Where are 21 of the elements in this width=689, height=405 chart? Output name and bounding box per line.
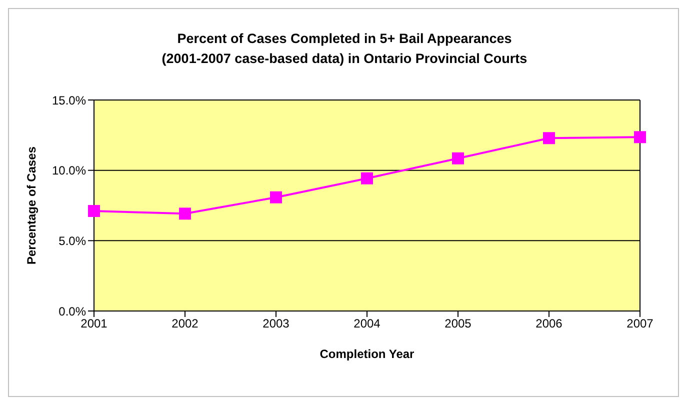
x-tick-label: 2002 [172, 316, 199, 331]
x-tick-label: 2003 [262, 316, 290, 331]
x-tick-label: 2001 [80, 316, 108, 331]
x-tick-label: 2004 [354, 316, 381, 331]
point [452, 152, 464, 164]
x-tick-label: 2005 [444, 316, 472, 331]
point [88, 204, 100, 217]
y-tick-label: 15.0% [52, 93, 86, 108]
chart-title: Percent of Cases Completed in 5+ Bail Appearances (2001-2007 case-based data) in Ontario Provincial Courts [160, 30, 528, 68]
x-tick-label: 2007 [626, 316, 654, 331]
point [179, 208, 191, 220]
y-tick-label: 5.0% [58, 234, 86, 248]
y-axis-title: Percentage of Cases [24, 146, 38, 265]
y-tick-label: 0.0% [58, 304, 86, 318]
point [543, 132, 555, 144]
point [270, 191, 282, 204]
point [634, 131, 646, 144]
point [361, 172, 373, 184]
y-tick-label: 10.0% [52, 164, 86, 178]
x-tick-label: 2006 [536, 316, 563, 331]
x-axis-title: Completion Year [320, 347, 415, 361]
